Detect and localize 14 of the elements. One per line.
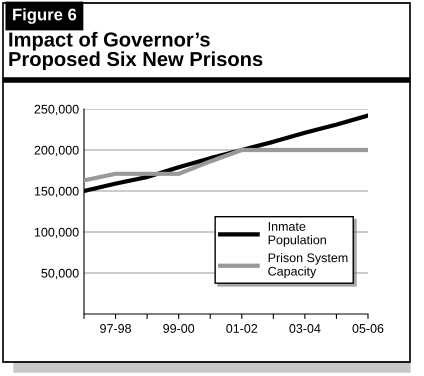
x-tick-label: 05-06 <box>352 324 384 333</box>
x-tick-label: 99-00 <box>163 324 194 333</box>
x-tick-label: 03-04 <box>289 324 321 333</box>
legend-label: Prison System Capacity <box>268 253 348 278</box>
y-tick-label: 150,000 <box>34 186 79 198</box>
legend-label: Inmate Population <box>268 222 326 247</box>
y-tick-label: 50,000 <box>41 268 79 280</box>
y-tick-label: 250,000 <box>34 104 79 116</box>
y-tick-label: 200,000 <box>34 146 79 156</box>
caption: Figure 6 <box>13 8 76 24</box>
y-tick-label: 100,000 <box>34 228 79 238</box>
chart-title: Impact of Governor’s Proposed Six New Prisons <box>9 32 262 70</box>
x-tick-label: 97-98 <box>100 324 131 333</box>
x-tick-label: 01-02 <box>226 324 258 333</box>
